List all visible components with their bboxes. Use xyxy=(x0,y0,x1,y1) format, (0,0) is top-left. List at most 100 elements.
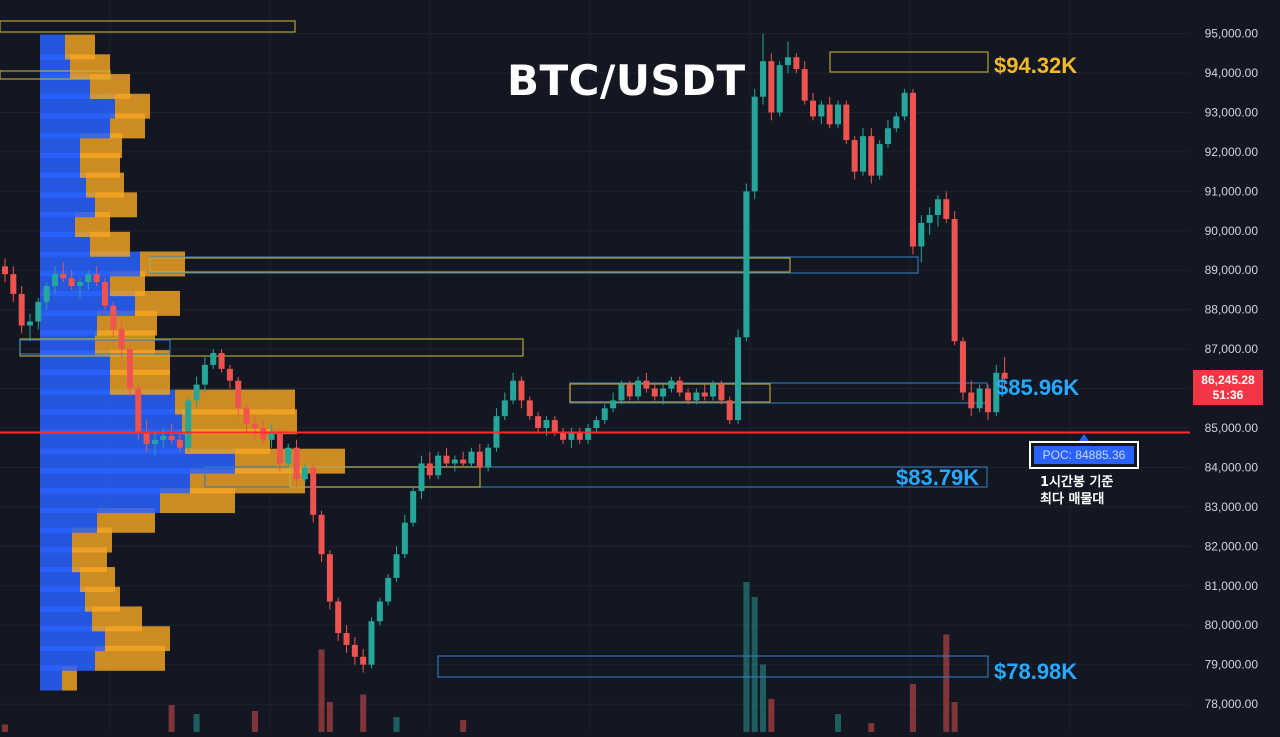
current-price-value: 86,245.28 xyxy=(1201,373,1255,387)
candle-body xyxy=(210,353,217,365)
candle-body xyxy=(485,447,492,468)
volume-bar xyxy=(393,717,400,732)
candle-body xyxy=(243,408,250,425)
candle-body xyxy=(1001,372,1008,379)
level-label: $85.96K xyxy=(996,375,1079,400)
candle-body xyxy=(101,282,108,306)
candle-body xyxy=(401,522,408,555)
candle-body xyxy=(710,384,717,397)
candle-body xyxy=(326,554,333,602)
y-tick-label: 82,000.00 xyxy=(1205,539,1259,553)
volume-profile xyxy=(40,34,345,691)
candle-body xyxy=(701,392,708,397)
candle-body xyxy=(876,144,883,176)
candle-body xyxy=(551,420,558,432)
volume-bar xyxy=(868,723,875,732)
level-label: $94.32K xyxy=(994,53,1077,78)
candle-body xyxy=(626,384,633,397)
candle-body xyxy=(635,380,642,397)
candle-body xyxy=(160,435,167,440)
candle-body xyxy=(251,424,258,428)
candle-body xyxy=(310,467,317,515)
candle-body xyxy=(376,601,383,622)
poc-note: 1시간봉 기준 최다 매물대 xyxy=(1040,474,1160,508)
volume-bar xyxy=(751,597,758,732)
candle-body xyxy=(368,621,375,665)
volume-bar xyxy=(909,684,916,732)
candle-body xyxy=(151,439,158,444)
y-tick-label: 87,000.00 xyxy=(1205,342,1259,356)
candle-body xyxy=(610,400,617,409)
price-zone xyxy=(289,466,481,488)
y-tick-label: 92,000.00 xyxy=(1205,145,1259,159)
chart-title: BTC/USDT xyxy=(507,56,746,105)
candle-body xyxy=(560,431,567,440)
grid-lines xyxy=(0,0,1190,732)
candle-body xyxy=(476,451,483,468)
candle-body xyxy=(426,463,433,476)
volume-bar xyxy=(951,702,958,732)
candle-body xyxy=(535,416,542,428)
price-zone xyxy=(437,655,989,678)
candle-body xyxy=(785,57,792,66)
candle-body xyxy=(293,447,300,480)
candle-body xyxy=(18,293,25,326)
candle-body xyxy=(576,431,583,440)
volume-bar xyxy=(760,664,767,732)
volume-bar xyxy=(251,711,258,732)
candle-body xyxy=(51,274,58,287)
y-tick-label: 94,000.00 xyxy=(1205,66,1259,80)
candle-body xyxy=(260,428,267,440)
candle-body xyxy=(926,215,933,223)
candle-body xyxy=(518,380,525,401)
level-label: $83.79K xyxy=(896,465,979,490)
candle-body xyxy=(884,128,891,145)
y-tick-label: 95,000.00 xyxy=(1205,27,1259,41)
poc-label-box: POC: 84885.36 xyxy=(1029,441,1139,469)
candle-body xyxy=(360,656,367,665)
price-zone xyxy=(19,339,171,355)
volume-bar xyxy=(768,699,775,732)
candle-body xyxy=(893,116,900,129)
candle-body xyxy=(93,274,100,283)
candle-body xyxy=(585,428,592,440)
y-tick-label: 80,000.00 xyxy=(1205,618,1259,632)
candle-body xyxy=(660,388,667,397)
price-zone xyxy=(0,70,111,80)
y-tick-label: 88,000.00 xyxy=(1205,303,1259,317)
candle-body xyxy=(693,392,700,401)
level-label: $78.98K xyxy=(994,659,1077,684)
current-price-tag: 86,245.28 51:36 xyxy=(1193,370,1263,405)
price-zone xyxy=(149,257,791,273)
candle-body xyxy=(726,400,733,421)
y-tick-label: 84,000.00 xyxy=(1205,460,1259,474)
candle-body xyxy=(335,601,342,634)
candle-body xyxy=(568,431,575,440)
candle-body xyxy=(118,329,125,350)
candle-body xyxy=(193,384,200,401)
level-labels: $94.32K $85.96K $83.79K $78.98K xyxy=(896,53,1079,684)
candle-body xyxy=(10,274,17,294)
poc-label: POC: 84885.36 xyxy=(1034,446,1134,464)
candle-body xyxy=(235,380,242,409)
candle-body xyxy=(826,104,833,125)
candle-body xyxy=(35,301,42,322)
candle-body xyxy=(126,349,133,389)
y-tick-label: 79,000.00 xyxy=(1205,658,1259,672)
candlesticks xyxy=(2,33,1008,673)
candle-body xyxy=(543,420,550,428)
vp-sell-bar xyxy=(175,389,295,415)
candle-body xyxy=(934,199,941,216)
volume-bar xyxy=(326,702,333,732)
candle-body xyxy=(2,266,8,275)
price-axis[interactable]: 95,000.00 94,000.00 93,000.00 92,000.00 91,0… xyxy=(1205,27,1259,711)
candle-body xyxy=(201,364,208,385)
candle-body xyxy=(943,199,950,219)
candle-body xyxy=(110,305,117,330)
y-tick-label: 78,000.00 xyxy=(1205,697,1259,711)
candle-body xyxy=(918,222,925,247)
vp-sell-bar xyxy=(65,34,95,60)
candle-body xyxy=(993,372,1000,413)
